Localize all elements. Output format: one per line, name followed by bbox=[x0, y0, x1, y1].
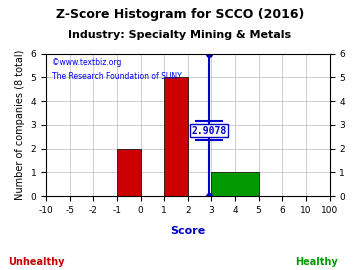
Text: Healthy: Healthy bbox=[296, 257, 338, 267]
Text: ©www.textbiz.org: ©www.textbiz.org bbox=[52, 58, 121, 67]
Text: Unhealthy: Unhealthy bbox=[8, 257, 64, 267]
Y-axis label: Number of companies (8 total): Number of companies (8 total) bbox=[15, 50, 25, 200]
Text: Z-Score Histogram for SCCO (2016): Z-Score Histogram for SCCO (2016) bbox=[56, 8, 304, 21]
Bar bbox=[164, 77, 188, 196]
Bar bbox=[211, 173, 258, 196]
Text: The Research Foundation of SUNY: The Research Foundation of SUNY bbox=[52, 72, 181, 81]
Text: Industry: Specialty Mining & Metals: Industry: Specialty Mining & Metals bbox=[68, 30, 292, 40]
Bar bbox=[117, 149, 140, 196]
X-axis label: Score: Score bbox=[170, 226, 206, 236]
Text: 2.9078: 2.9078 bbox=[192, 126, 227, 136]
